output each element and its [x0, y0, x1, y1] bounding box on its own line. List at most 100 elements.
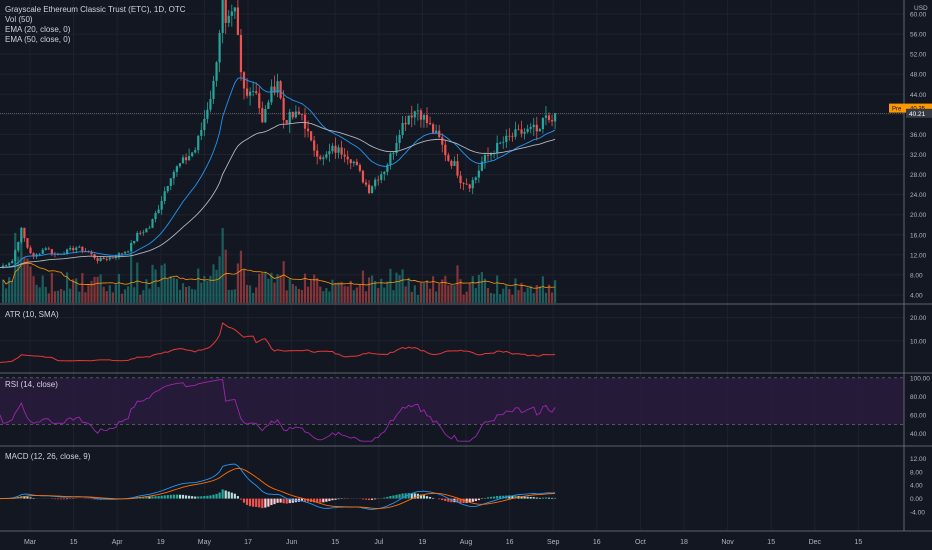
macd-histogram-bar	[547, 497, 551, 499]
macd-histogram-bar	[331, 498, 334, 501]
macd-histogram-bar	[532, 497, 535, 499]
macd-histogram-bar	[554, 497, 557, 499]
candle-body	[233, 7, 236, 12]
candle-body	[99, 257, 102, 261]
candle-body	[468, 184, 471, 189]
candle-body	[203, 118, 206, 130]
volume-bar	[145, 279, 148, 303]
candle-body	[435, 130, 438, 133]
macd-histogram-bar	[444, 498, 447, 501]
volume-bar	[32, 276, 35, 303]
volume-bar	[227, 289, 230, 303]
candle-body	[419, 110, 422, 120]
candle-body	[322, 157, 325, 160]
macd-signal-line	[0, 467, 556, 509]
macd-histogram-bar	[413, 493, 416, 499]
ema20-line	[0, 77, 556, 268]
volume-bar	[20, 236, 23, 303]
candle-body	[215, 62, 218, 81]
candle-body	[8, 263, 11, 266]
macd-histogram-bar	[337, 498, 340, 500]
macd-histogram-bar	[389, 496, 392, 499]
macd-histogram-bar	[90, 498, 93, 500]
candle-body	[11, 261, 14, 264]
candle-body	[14, 250, 17, 262]
macd-histogram-bar	[273, 498, 276, 505]
candle-body	[261, 108, 264, 123]
volume-bar	[511, 294, 514, 303]
macd-histogram-bar	[93, 498, 96, 500]
volume-bar	[367, 277, 371, 303]
volume-bar	[44, 286, 47, 303]
volume-bar	[160, 265, 163, 303]
macd-histogram-bar	[56, 498, 60, 500]
macd-histogram-bar	[523, 496, 526, 499]
volume-bar	[38, 287, 41, 303]
volume-bar	[422, 282, 426, 303]
candle-body	[358, 164, 361, 171]
volume-bar	[59, 288, 63, 303]
macd-histogram-bar	[203, 496, 206, 499]
volume-bar	[456, 265, 459, 303]
volume-bar	[529, 285, 532, 303]
candle-body	[270, 86, 273, 103]
volume-bar	[508, 289, 511, 303]
macd-histogram-bar	[218, 492, 221, 499]
candle-body	[108, 257, 111, 260]
candle-body	[178, 163, 182, 167]
volume-bar	[297, 288, 300, 303]
candle-body	[544, 115, 548, 118]
volume-bar	[480, 272, 483, 303]
volume-bar	[154, 269, 157, 303]
candle-body	[453, 161, 456, 166]
time-axis-label: Jul	[374, 539, 383, 546]
volume-bar	[291, 283, 294, 303]
macd-histogram-bar	[148, 496, 151, 499]
volume-bar	[133, 287, 136, 303]
macd-histogram-bar	[432, 497, 435, 499]
volume-bar	[233, 289, 236, 303]
candle-body	[483, 155, 487, 162]
candle-body	[541, 117, 544, 130]
volume-bar	[310, 279, 313, 303]
macd-histogram-bar	[511, 495, 514, 499]
candle-body	[523, 131, 526, 134]
price-axis-tick: 32.00	[910, 152, 927, 159]
volume-bar	[398, 275, 401, 303]
volume-bar	[166, 278, 169, 303]
candle-body	[154, 212, 157, 220]
rsi-line	[0, 379, 556, 442]
candle-body	[328, 151, 331, 155]
candle-body	[258, 93, 261, 109]
candle-body	[227, 15, 230, 23]
price-axis-tick: 52.00	[910, 52, 927, 59]
candle-body	[38, 253, 41, 255]
macd-histogram-bar	[367, 498, 371, 501]
chart-title: Grayscale Ethereum Classic Trust (ETC), …	[5, 5, 186, 14]
candle-body	[285, 120, 288, 124]
volume-bar	[224, 249, 227, 303]
macd-histogram-bar	[267, 498, 270, 507]
time-axis-label: 19	[157, 539, 165, 546]
macd-histogram-bar	[401, 493, 404, 499]
volume-bar	[544, 292, 548, 303]
candle-body	[444, 144, 447, 156]
volume-bar	[127, 286, 130, 303]
volume-bar	[114, 284, 117, 303]
candle-body	[81, 246, 84, 252]
candle-body	[32, 253, 35, 257]
macd-histogram-bar	[142, 496, 145, 499]
volume-bar	[75, 278, 78, 303]
candle-body	[191, 152, 194, 157]
volume-bar	[218, 256, 221, 303]
volume-bar	[261, 272, 264, 303]
volume-bar	[8, 277, 11, 303]
candle-body	[300, 114, 304, 115]
macd-histogram-bar	[255, 498, 258, 507]
candle-body	[547, 115, 551, 121]
macd-histogram-bar	[181, 494, 185, 499]
macd-histogram-bar	[230, 492, 233, 499]
candle-body	[303, 114, 307, 129]
macd-histogram-bar	[486, 497, 490, 499]
